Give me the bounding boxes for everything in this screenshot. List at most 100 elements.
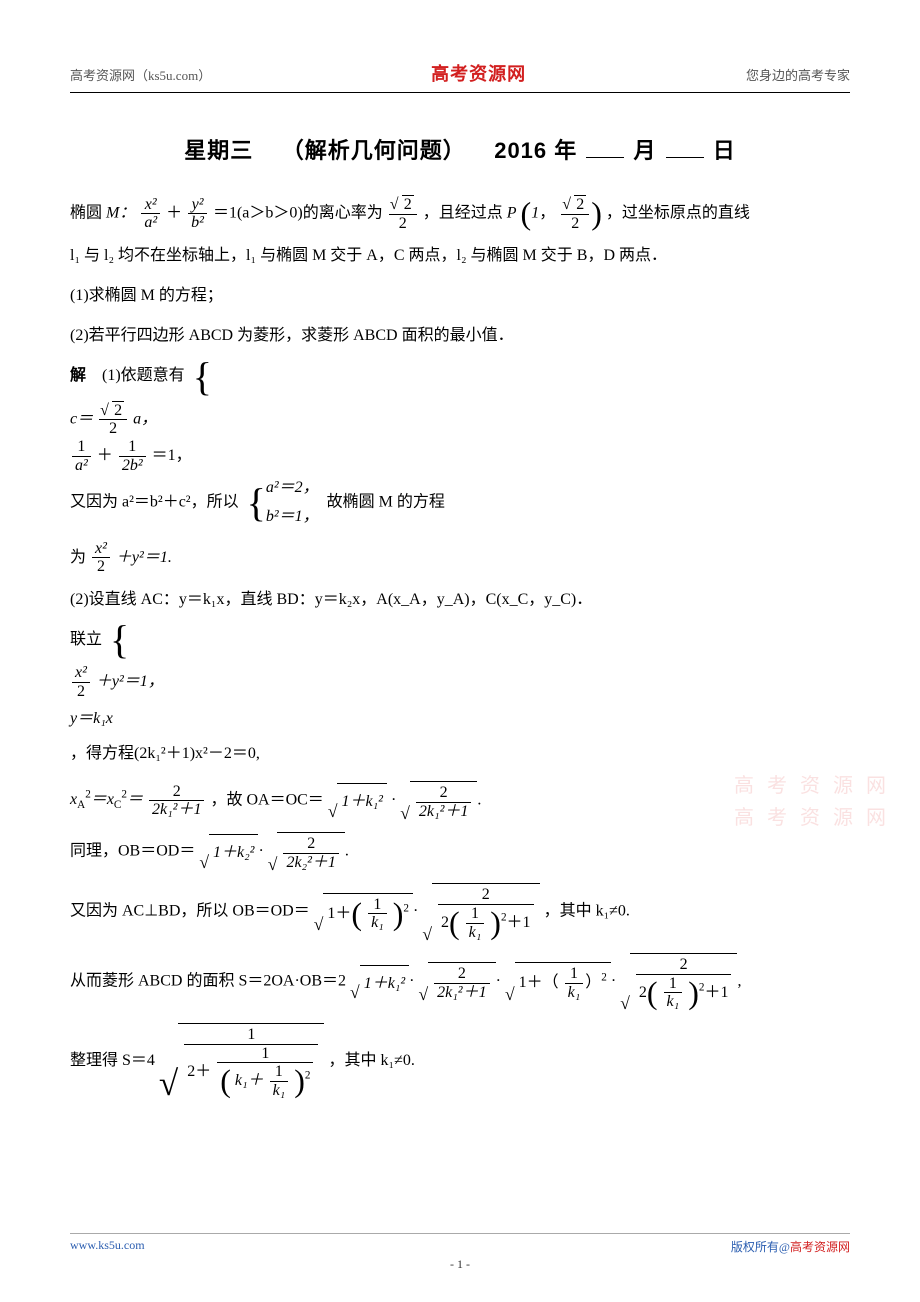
solution-label: 解: [70, 367, 86, 384]
num: 2: [561, 195, 589, 215]
solution-2-simplify: 整理得 S＝4 √ 1 2＋ 1 ( k₁＋: [70, 1021, 850, 1101]
num: 1: [119, 438, 146, 457]
radicand: 1＋k₂²: [209, 834, 258, 871]
brace-2: { a²＝2， b²＝1，: [247, 474, 319, 532]
text: 2＋: [187, 1063, 211, 1080]
sqrt2: √ 2 2k₁²＋1: [400, 779, 477, 822]
blank-month: [586, 135, 624, 158]
page-number: - 1 -: [70, 1257, 850, 1272]
num: 1: [368, 896, 387, 915]
text: ＝1，: [152, 447, 192, 464]
den: 2b²: [119, 457, 146, 475]
frac: 1 k₁: [368, 896, 387, 932]
P-x: 1: [531, 205, 539, 222]
frac: 2 2( 1 k₁ )2＋1: [636, 956, 732, 1011]
den: 2: [389, 215, 417, 233]
problem-q1: (1)求椭圆 M 的方程；: [70, 280, 850, 312]
text: ，过坐标原点的直线: [606, 204, 750, 221]
sqrt4: √ 2 2( 1 k₁ )2＋1: [620, 951, 737, 1013]
footer-copyright: 版权所有@高考资源网: [731, 1238, 850, 1255]
num: 1: [466, 905, 485, 924]
den: k₁: [466, 924, 485, 942]
P-label: P: [507, 204, 517, 221]
brace-1: {: [193, 361, 212, 393]
radicand: 1＋k₁²: [360, 965, 409, 1002]
text: ＋y²＝1，: [96, 673, 164, 690]
frac-sqrt2-2: 2 2: [389, 195, 417, 232]
frac-y2b2: y² b²: [188, 196, 207, 232]
text: ，故 OA＝OC＝: [210, 791, 323, 808]
den: k₁: [270, 1082, 289, 1100]
solution-1: 解 (1)依题意有 {: [70, 360, 850, 392]
page: 高考资源网（ks5u.com） 高考资源网 您身边的高考专家 星期三 （解析几何…: [0, 0, 920, 1302]
solution-2-setup: (2)设直线 AC：y＝k₁x，直线 BD：y＝k₂x，A(x_A，y_A)，C…: [70, 584, 850, 616]
text: ，其中 k₁≠0.: [328, 1052, 414, 1069]
page-title: 星期三 （解析几何问题） 2016 年 月 日: [70, 133, 850, 165]
dot: ·: [391, 791, 396, 808]
problem-q2: (2)若平行四边形 ABCD 为菱形，求菱形 ABCD 面积的最小值．: [70, 320, 850, 352]
num: 2: [149, 783, 204, 802]
sqrt: √ 1＋k₁²: [350, 963, 409, 1002]
M-label: M：: [106, 204, 135, 221]
frac: 2 2k₁²＋1: [149, 783, 204, 819]
den: a²: [141, 214, 160, 232]
page-footer: www.ks5u.com 版权所有@高考资源网 - 1 -: [70, 1233, 850, 1272]
brand: 高考资源网: [790, 1240, 850, 1254]
num: x²: [72, 664, 90, 683]
num: y²: [188, 196, 207, 215]
den: b²: [188, 214, 207, 232]
text: ＝1(a＞b＞0)的离心率为: [213, 204, 383, 221]
text: 又因为 AC⊥BD，所以 OB＝OD＝: [70, 903, 310, 920]
solution-2-OB: 同理，OB＝OD＝ √ 1＋k₂² · √ 2 2k₂²＋1 .: [70, 830, 850, 873]
den: 2k₁²＋1: [149, 801, 204, 819]
frac: 2 2: [99, 401, 127, 438]
text: y＝k₁x: [70, 701, 850, 736]
sqrt2: √ 2 2k₂²＋1: [268, 830, 345, 873]
num: 2: [99, 401, 127, 421]
num: 2: [434, 965, 489, 984]
num: 1: [270, 1063, 289, 1082]
sqrt: √ 1＋k₂²: [199, 832, 258, 871]
header-center: 高考资源网: [431, 60, 526, 86]
text: 为: [70, 548, 86, 565]
text: (1)依题意有: [102, 367, 185, 384]
num: 1: [72, 438, 91, 457]
page-header: 高考资源网（ks5u.com） 高考资源网 您身边的高考专家: [70, 60, 850, 93]
den: 2k₁²＋1: [434, 984, 489, 1002]
num: x²: [92, 540, 110, 559]
solution-1-result: 为 x² 2 ＋y²＝1.: [70, 540, 850, 576]
text: a，: [133, 410, 157, 427]
text: c＝: [70, 410, 93, 427]
plus: ＋: [97, 447, 113, 464]
footer-url: www.ks5u.com: [70, 1238, 145, 1255]
text: 又因为 a²＝b²＋c²，所以: [70, 494, 239, 511]
num: 1: [184, 1026, 318, 1045]
title-year: 2016 年: [494, 138, 577, 163]
num: 1: [565, 965, 584, 984]
den: 2k₁²＋1: [416, 803, 471, 821]
sqrt: √ 1＋k₁²: [328, 781, 387, 820]
text: (2)设直线 AC：y＝k₁x，直线 BD：y＝k₂x，A(x_A，y_A)，C…: [70, 591, 592, 608]
frac-outer: 1 2＋ 1 ( k₁＋ 1 k₁: [184, 1026, 318, 1099]
brace-3: {: [110, 624, 129, 656]
header-right: 您身边的高考专家: [746, 65, 850, 84]
solution-2-area: 从而菱形 ABCD 的面积 S＝2OA·OB＝2 √ 1＋k₁² · √ 2 2…: [70, 951, 850, 1013]
at: @: [779, 1240, 790, 1254]
solution-2-perp: 又因为 AC⊥BD，所以 OB＝OD＝ √ 1＋( 1 k₁ )2 · √ 2: [70, 881, 850, 943]
num: 2: [636, 956, 732, 975]
header-left: 高考资源网（ks5u.com）: [70, 65, 211, 84]
sqrt-final: √ 1 2＋ 1 ( k₁＋ 1: [159, 1021, 325, 1101]
sqrt3: √ 1＋（ 1 k₁ ）2: [505, 960, 611, 1003]
text: 椭圆: [70, 204, 106, 221]
text: k₁＋: [235, 1072, 264, 1089]
sqrt: √ 1＋( 1 k₁ )2: [314, 891, 413, 934]
num: 2: [283, 835, 338, 854]
frac: x² 2: [72, 664, 90, 700]
frac: x² 2: [92, 540, 110, 576]
problem-line-1: 椭圆 M： x² a² ＋ y² b² ＝1(a＞b＞0)的离心率为 2 2 ，…: [70, 195, 850, 232]
frac-inner: 1 k₁: [664, 975, 683, 1011]
frac-inner: 1 k₁: [270, 1063, 289, 1099]
den: k₁: [565, 984, 584, 1002]
sqrt2: √ 2 2k₁²＋1: [418, 960, 495, 1003]
radicand: 1＋k₁²: [337, 783, 386, 820]
